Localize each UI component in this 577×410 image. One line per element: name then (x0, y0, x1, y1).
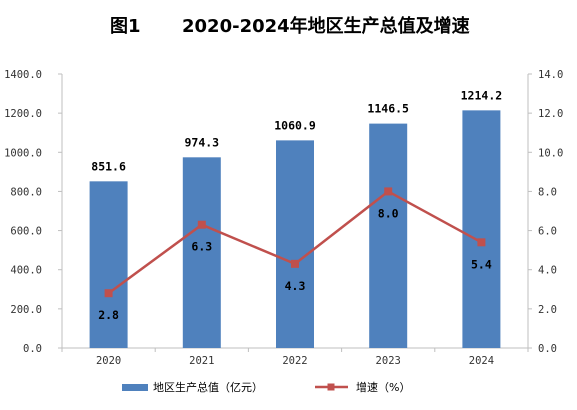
line-point (291, 259, 299, 268)
y-left-tick-label: 800.0 (10, 186, 42, 198)
y-left-tick-label: 1000.0 (4, 147, 42, 159)
line-point (384, 187, 393, 196)
y-right-tick-label: 2.0 (538, 304, 557, 316)
y-left-tick-label: 1200.0 (4, 108, 42, 120)
y-left-tick-label: 200.0 (10, 304, 42, 316)
legend-label-gdp: 地区生产总值（亿元） (153, 380, 263, 394)
bar (89, 181, 128, 348)
line-data-label: 8.0 (378, 206, 399, 220)
x-tick-label: 2023 (376, 355, 401, 367)
y-right-tick-label: 10.0 (538, 147, 563, 159)
chart-title: 2020-2024年地区生产总值及增速 (182, 15, 470, 37)
y-right-tick-label: 14.0 (538, 69, 563, 81)
legend-swatch-gdp (122, 384, 148, 391)
bar-data-label: 1214.2 (461, 88, 503, 102)
line-data-label: 5.4 (471, 257, 492, 271)
bar-data-label: 1146.5 (367, 102, 409, 116)
line-point (197, 220, 206, 229)
plot-area: 0.0 200.0 400.0 600.0 800.0 1000.0 1200.0 1400.… (4, 69, 563, 367)
x-tick-label: 2022 (282, 355, 307, 367)
y-left-tick-label: 600.0 (10, 226, 42, 238)
x-tick-label: 2021 (189, 355, 214, 367)
chart-figure-label: 图1 (110, 16, 141, 37)
bar (369, 123, 408, 348)
y-right-tick-label: 6.0 (538, 226, 557, 238)
legend-label-growth: 增速（%） (356, 380, 410, 394)
line-data-label: 6.3 (191, 240, 212, 254)
line-data-label: 4.3 (285, 279, 306, 293)
x-tick-label: 2020 (96, 355, 121, 367)
legend-marker-growth (327, 383, 335, 391)
bar (276, 140, 314, 348)
bar-data-label: 851.6 (91, 159, 126, 173)
y-right-tick-label: 0.0 (538, 343, 557, 355)
bar (182, 157, 221, 348)
y-right-tick-label: 4.0 (538, 265, 557, 277)
y-right-tick-label: 12.0 (538, 108, 563, 120)
bar (462, 110, 501, 349)
y-left-tick-label: 400.0 (10, 265, 42, 277)
bar-data-label: 974.3 (184, 135, 219, 149)
line-point (104, 289, 113, 298)
line-data-label: 2.8 (98, 308, 119, 322)
y-left-tick-label: 0.0 (23, 343, 42, 355)
y-right-tick-label: 8.0 (538, 186, 557, 198)
x-tick-label: 2024 (469, 355, 494, 367)
line-point (477, 238, 486, 247)
legend: 地区生产总值（亿元） 增速（%） (122, 380, 410, 394)
bar-data-label: 1060.9 (274, 118, 316, 132)
y-left-tick-label: 1400.0 (4, 69, 42, 81)
